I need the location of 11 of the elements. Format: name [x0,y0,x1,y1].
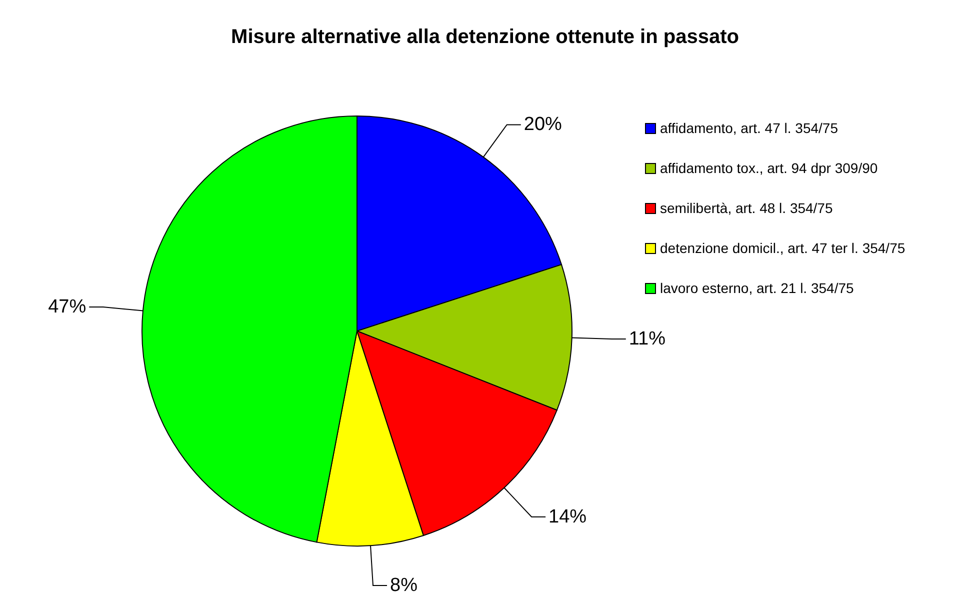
legend-label: semilibertà, art. 48 l. 354/75 [660,200,833,216]
data-label: 20% [524,114,562,136]
legend-label: lavoro esterno, art. 21 l. 354/75 [660,280,854,296]
data-label: 14% [548,506,587,528]
legend-label: affidamento, art. 47 l. 354/75 [660,120,838,136]
legend-label: affidamento tox., art. 94 dpr 309/90 [660,160,878,176]
data-label: 11% [628,328,666,350]
data-label: 8% [390,574,418,596]
chart-title: Misure alternative alla detenzione ottenute in passato [230,26,740,49]
data-label: 47% [48,296,86,318]
legend-label: detenzione domicil., art. 47 ter l. 354/75 [660,240,906,256]
